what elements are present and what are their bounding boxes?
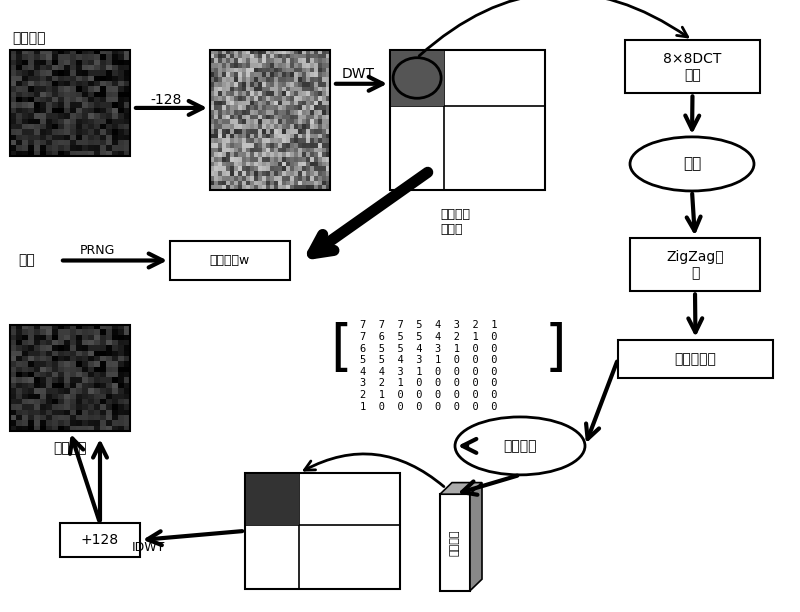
- Ellipse shape: [455, 417, 585, 475]
- FancyBboxPatch shape: [630, 238, 760, 291]
- FancyBboxPatch shape: [625, 40, 760, 94]
- Bar: [10, 325, 130, 431]
- Text: 7  7  7  5  4  3  2  1
7  6  5  5  4  2  1  0
6  5  5  4  3  1  0  0
5  5  4  3 : 7 7 7 5 4 3 2 1 7 6 5 5 4 2 1 0 6 5 5 4 …: [360, 320, 498, 411]
- Text: PRNG: PRNG: [80, 244, 115, 257]
- Text: 8×8DCT
变换: 8×8DCT 变换: [663, 52, 722, 82]
- Polygon shape: [440, 483, 482, 494]
- Polygon shape: [470, 483, 482, 591]
- Text: 水印图像: 水印图像: [54, 441, 86, 455]
- Ellipse shape: [630, 137, 754, 191]
- Text: 定位水印w: 定位水印w: [210, 254, 250, 267]
- FancyBboxPatch shape: [245, 473, 400, 589]
- Text: 取低频系数: 取低频系数: [674, 352, 717, 366]
- Text: -128: -128: [150, 93, 182, 107]
- Text: 二值编码: 二值编码: [503, 439, 537, 453]
- Text: 均值四等
分量化: 均值四等 分量化: [440, 208, 470, 236]
- Bar: [10, 50, 130, 156]
- Text: [: [: [330, 323, 352, 376]
- Text: +128: +128: [81, 533, 119, 547]
- Text: ZigZag扫
描: ZigZag扫 描: [666, 250, 724, 280]
- Text: 种子: 种子: [18, 253, 34, 267]
- Text: 量化: 量化: [683, 157, 701, 171]
- FancyBboxPatch shape: [170, 241, 290, 280]
- Text: IDWT: IDWT: [131, 541, 165, 554]
- FancyBboxPatch shape: [390, 50, 545, 190]
- Text: ]: ]: [545, 323, 566, 376]
- Text: DWT: DWT: [342, 67, 375, 81]
- FancyBboxPatch shape: [391, 51, 444, 106]
- FancyBboxPatch shape: [246, 474, 299, 525]
- FancyBboxPatch shape: [618, 340, 773, 378]
- FancyBboxPatch shape: [60, 523, 140, 557]
- Text: 恢复水印: 恢复水印: [450, 529, 460, 556]
- FancyBboxPatch shape: [440, 494, 470, 591]
- Text: 原始图像: 原始图像: [12, 31, 46, 45]
- Bar: [210, 50, 330, 190]
